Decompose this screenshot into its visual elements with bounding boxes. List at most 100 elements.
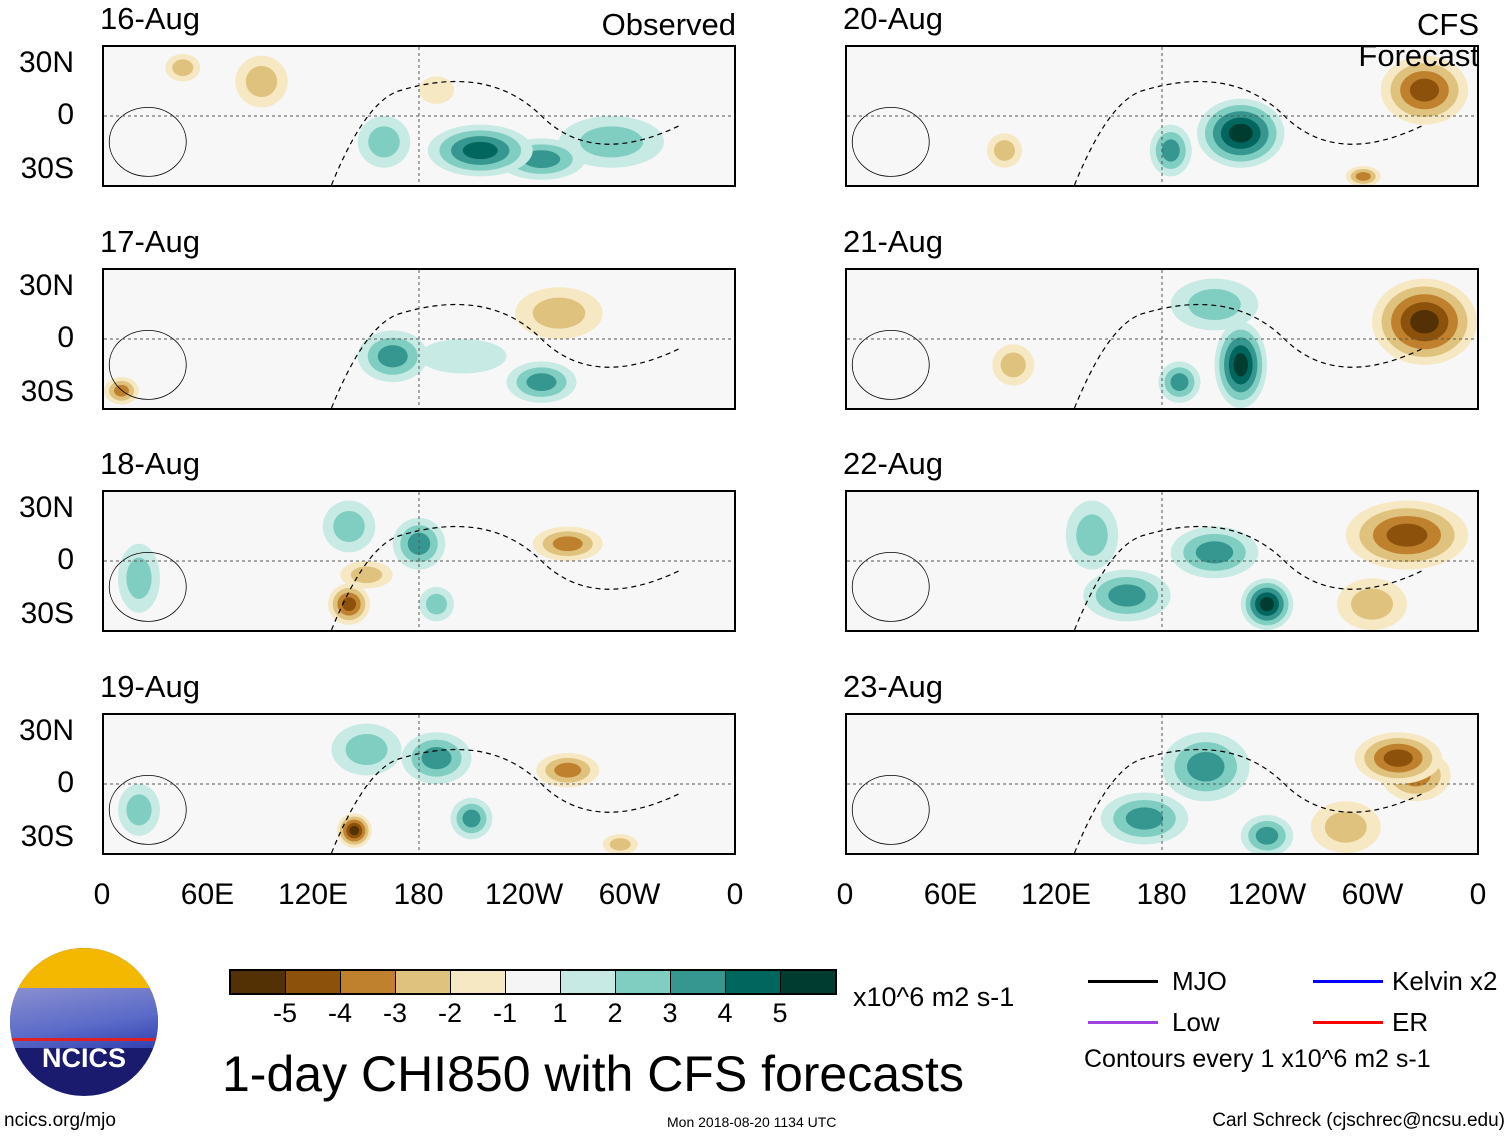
lat-tick-label: 30S xyxy=(20,152,74,185)
map-svg xyxy=(847,715,1477,853)
anomaly-contour xyxy=(1188,288,1241,321)
anomaly-contour xyxy=(1076,514,1108,556)
anomaly-contour xyxy=(345,733,388,766)
colorbar-label: -3 xyxy=(382,998,408,1028)
legend-low-line xyxy=(1088,1021,1158,1024)
lon-tick-label: 60E xyxy=(923,878,978,911)
anomaly-contour xyxy=(368,126,400,158)
legend-mjo-line xyxy=(1088,980,1158,983)
colorbar-label: -2 xyxy=(437,998,463,1028)
anomaly-contour xyxy=(421,747,452,770)
anomaly-contour xyxy=(1355,171,1371,181)
panel-date: 19-Aug xyxy=(100,669,200,704)
legend-low: Low xyxy=(1172,1007,1220,1037)
colorbar-label: 5 xyxy=(772,998,788,1028)
legend-mjo: MJO xyxy=(1172,966,1227,996)
map-panel-17-Aug xyxy=(102,268,736,410)
mjo-contour xyxy=(852,107,929,176)
colorbar-label: 4 xyxy=(717,998,733,1028)
colorbar-swatch xyxy=(671,971,726,993)
mjo-contour xyxy=(852,330,929,399)
anomaly-contour xyxy=(1233,353,1248,377)
map-svg xyxy=(847,270,1477,408)
panel-date: 21-Aug xyxy=(843,224,943,259)
lat-tick-label: 0 xyxy=(57,98,74,131)
lon-tick-label: 0 xyxy=(1469,878,1487,911)
map-svg xyxy=(104,492,734,630)
anomaly-contour xyxy=(1383,749,1413,767)
anomaly-contour xyxy=(526,373,557,391)
ncics-logo: NCICS xyxy=(10,948,158,1096)
panel-date: 18-Aug xyxy=(100,446,200,481)
colorbar-swatch xyxy=(396,971,451,993)
anomaly-contour xyxy=(114,384,129,397)
map-panel-23-Aug xyxy=(845,713,1479,855)
panel-date: 22-Aug xyxy=(843,446,943,481)
anomaly-contour xyxy=(419,339,507,374)
mjo-negative-contour xyxy=(332,750,682,854)
mjo-contour xyxy=(109,107,186,176)
colorbar-swatch xyxy=(341,971,396,993)
footer-url[interactable]: ncics.org/mjo xyxy=(4,1110,116,1131)
legend-er-line xyxy=(1313,1021,1383,1024)
mjo-contour xyxy=(109,775,186,844)
lat-tick-label: 30N xyxy=(18,491,74,524)
colorbar-label: -4 xyxy=(327,998,353,1028)
anomaly-contour xyxy=(1255,826,1279,845)
lat-tick-label: 0 xyxy=(57,766,74,799)
anomaly-contour xyxy=(350,566,383,584)
lon-tick-label: 120W xyxy=(1227,878,1307,911)
map-svg xyxy=(104,47,734,185)
anomaly-contour xyxy=(126,794,152,826)
anomaly-contour xyxy=(1125,807,1164,830)
panel-date: 16-Aug xyxy=(100,1,200,36)
lat-tick-label: 0 xyxy=(57,543,74,576)
anomaly-contour xyxy=(462,141,498,160)
colorbar xyxy=(229,969,837,995)
map-svg xyxy=(847,47,1477,185)
anomaly-contour xyxy=(172,59,194,76)
map-panel-18-Aug xyxy=(102,490,736,632)
mjo-contour xyxy=(109,552,186,621)
mjo-negative-contour xyxy=(1075,527,1425,631)
colorbar-label: 1 xyxy=(552,998,568,1028)
figure-title: 1-day CHI850 with CFS forecasts xyxy=(222,1046,964,1102)
footer-timestamp: Mon 2018-08-20 1134 UTC xyxy=(667,1114,837,1130)
contour-note: Contours every 1 x10^6 m2 s-1 xyxy=(1084,1045,1431,1073)
anomaly-contour xyxy=(462,809,481,828)
anomaly-contour xyxy=(609,838,631,851)
colorbar-swatch xyxy=(506,971,561,993)
map-panel-21-Aug xyxy=(845,268,1479,410)
column-title: Observed xyxy=(601,7,736,42)
colorbar-units: x10^6 m2 s-1 xyxy=(853,982,1015,1012)
mjo-contour xyxy=(109,330,186,399)
lat-tick-label: 30S xyxy=(20,820,74,853)
mjo-contour xyxy=(852,775,929,844)
anomaly-contour xyxy=(552,536,583,552)
legend-kelvin: Kelvin x2 xyxy=(1392,966,1498,996)
lon-tick-label: 60W xyxy=(1341,878,1404,911)
colorbar-swatch xyxy=(451,971,506,993)
anomaly-contour xyxy=(1324,811,1367,843)
anomaly-contour xyxy=(245,65,278,98)
anomaly-contour xyxy=(333,510,365,543)
lat-tick-label: 0 xyxy=(57,321,74,354)
colorbar-swatch xyxy=(561,971,616,993)
anomaly-contour xyxy=(126,557,152,599)
anomaly-contour xyxy=(522,150,561,168)
map-panel-20-Aug xyxy=(845,45,1479,187)
lat-tick-label: 30N xyxy=(18,714,74,747)
lon-tick-label: 60E xyxy=(180,878,235,911)
anomaly-contour xyxy=(1386,523,1428,547)
anomaly-contour xyxy=(1259,597,1275,612)
lon-tick-label: 60W xyxy=(598,878,661,911)
colorbar-swatch xyxy=(616,971,671,993)
mjo-contour xyxy=(852,552,929,621)
legend-kelvin-line xyxy=(1313,980,1383,983)
colorbar-swatch xyxy=(286,971,341,993)
colorbar-label: -1 xyxy=(492,998,518,1028)
map-svg xyxy=(104,715,734,853)
colorbar-label: -5 xyxy=(272,998,298,1028)
lat-tick-label: 30S xyxy=(20,597,74,630)
